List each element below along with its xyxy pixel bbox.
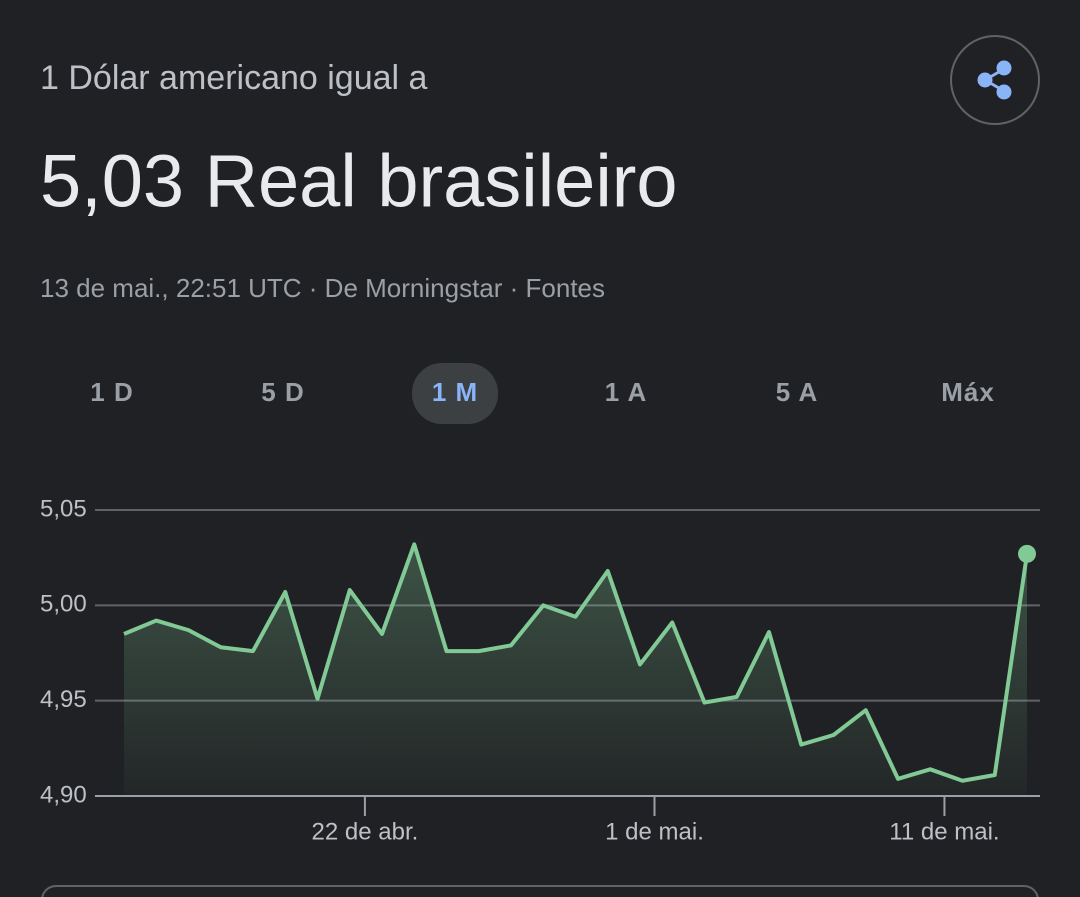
tab[interactable]: Máx: [941, 377, 995, 407]
tab[interactable]: 1 A: [605, 377, 648, 407]
y-tick-label: 5,00: [40, 591, 87, 618]
y-tick-label: 4,90: [40, 781, 87, 808]
x-tick-label: 11 de mai.: [889, 818, 999, 845]
tab-label: Máx: [941, 377, 995, 407]
card-outline: [41, 885, 1039, 897]
tab-selected-bg: [412, 363, 498, 424]
subtitle: 1 Dólar americano igual a: [40, 59, 428, 97]
share-icon: [977, 60, 1012, 100]
x-tick-label: 22 de abr.: [312, 818, 419, 845]
tabs: 1 D 5 D 1 M 1 A 5 A Máx: [90, 363, 995, 424]
y-tick-label: 4,95: [40, 686, 87, 713]
tab[interactable]: 1 D: [90, 377, 133, 407]
title: 5,03 Real brasileiro: [40, 140, 678, 223]
tab-label: 5 D: [261, 377, 304, 407]
tab[interactable]: 5 A: [776, 377, 819, 407]
y-tick-label: 5,05: [40, 495, 87, 522]
tab-label: 1 M: [432, 377, 478, 407]
tab[interactable]: 5 D: [261, 377, 304, 407]
meta: 13 de mai., 22:51 UTC · De Morningstar ·…: [40, 273, 605, 303]
area-fill: [124, 544, 1027, 796]
x-tick-label: 1 de mai.: [605, 818, 704, 845]
tab-label: 1 A: [605, 377, 648, 407]
tab[interactable]: 1 M: [412, 363, 498, 424]
share-button[interactable]: [950, 35, 1040, 125]
end-dot: [1018, 544, 1036, 563]
chart: 4,90 4,95 5,00 5,05 22 de abr. 1 de mai. 11 de…: [40, 495, 1040, 845]
line: [123, 542, 1029, 783]
tab-label: 1 D: [90, 377, 133, 407]
tab-label: 5 A: [776, 377, 819, 407]
share-circle: [950, 35, 1040, 125]
